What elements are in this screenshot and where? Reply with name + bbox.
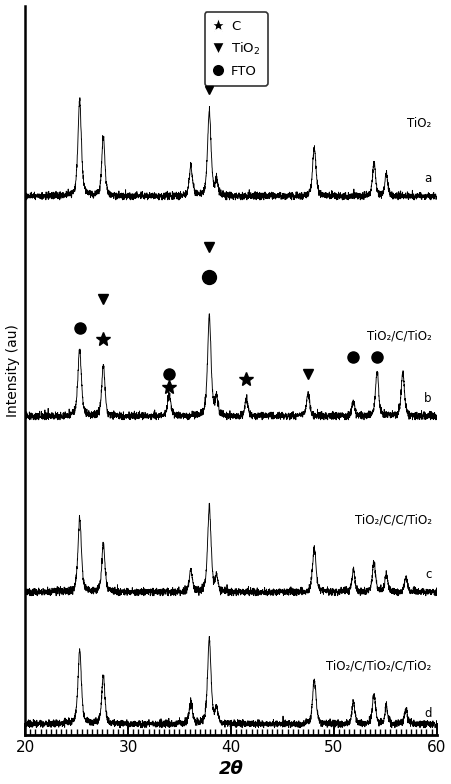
Text: TiO₂: TiO₂ bbox=[406, 117, 431, 130]
Text: TiO₂/C/C/TiO₂: TiO₂/C/C/TiO₂ bbox=[354, 513, 431, 526]
Text: c: c bbox=[424, 568, 431, 581]
Y-axis label: Intensity (au): Intensity (au) bbox=[5, 324, 19, 417]
X-axis label: 2θ: 2θ bbox=[218, 760, 243, 779]
Text: d: d bbox=[423, 707, 431, 720]
Text: TiO₂/C/TiO₂: TiO₂/C/TiO₂ bbox=[366, 330, 431, 343]
Legend: C, TiO$_2$, FTO: C, TiO$_2$, FTO bbox=[204, 13, 267, 86]
Text: a: a bbox=[423, 172, 431, 185]
Text: b: b bbox=[423, 392, 431, 405]
Text: TiO₂/C/TiO₂/C/TiO₂: TiO₂/C/TiO₂/C/TiO₂ bbox=[326, 659, 431, 673]
